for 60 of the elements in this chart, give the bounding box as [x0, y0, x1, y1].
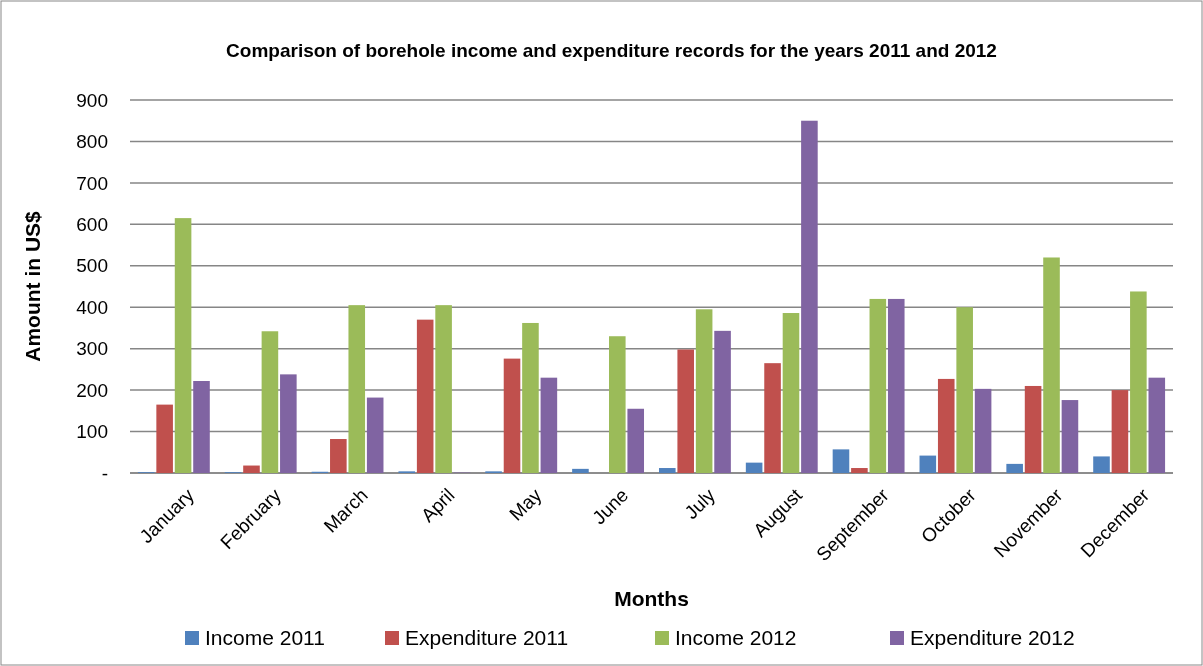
bar [348, 305, 366, 473]
y-tick-label: 700 [76, 172, 108, 194]
bar [627, 408, 645, 473]
y-tick-label: - [101, 462, 108, 484]
bar [1024, 385, 1042, 473]
y-tick-label: 900 [76, 89, 108, 111]
bar [832, 449, 850, 473]
bar [503, 358, 521, 473]
y-tick-label: 300 [76, 338, 108, 360]
y-axis-title: Amount in US$ [21, 210, 44, 362]
bar [435, 305, 452, 473]
y-tick-label: 600 [76, 213, 108, 235]
bar [174, 218, 192, 473]
bar [522, 322, 539, 473]
x-tick-label: May [505, 484, 546, 525]
bar [745, 462, 763, 473]
bar [714, 330, 731, 473]
y-tick-label: 500 [76, 255, 108, 277]
bar [956, 307, 973, 473]
y-tick-label: 400 [76, 296, 108, 318]
bar [851, 468, 868, 473]
bar [782, 313, 800, 473]
bar [1006, 463, 1023, 473]
bar [1130, 291, 1147, 473]
chart-title: Comparison of borehole income and expenditure records for the years 2011 and 2012 [226, 40, 997, 61]
x-tick-label: July [680, 484, 720, 524]
legend-label: Expenditure 2011 [405, 626, 569, 650]
bar [261, 331, 279, 473]
bar [1111, 390, 1129, 473]
bar [540, 377, 558, 473]
y-tick-label: 200 [76, 379, 108, 401]
bar [1061, 400, 1079, 473]
bar [243, 465, 260, 473]
y-tick-label: 800 [76, 131, 108, 153]
bar [974, 388, 992, 473]
y-tick-label: 100 [76, 421, 108, 443]
bar [937, 378, 955, 473]
bar [801, 120, 818, 473]
bar [416, 319, 434, 473]
bar [609, 336, 626, 473]
bar [330, 439, 347, 473]
bar [1043, 257, 1060, 473]
bar [193, 380, 210, 473]
bar [869, 298, 887, 473]
x-axis-title: Months [614, 587, 689, 610]
bar [658, 468, 676, 473]
bar [695, 309, 713, 473]
bar [764, 363, 781, 473]
bar [677, 349, 694, 473]
bar [156, 404, 173, 473]
bar [366, 397, 384, 473]
bar [1148, 377, 1166, 473]
bar [919, 455, 937, 473]
bar [1093, 456, 1110, 473]
bar [280, 374, 297, 473]
legend-label: Income 2011 [205, 626, 325, 650]
bar [572, 468, 589, 473]
bar [887, 298, 905, 473]
legend-label: Income 2012 [675, 626, 797, 650]
legend-label: Expenditure 2012 [910, 626, 1075, 650]
